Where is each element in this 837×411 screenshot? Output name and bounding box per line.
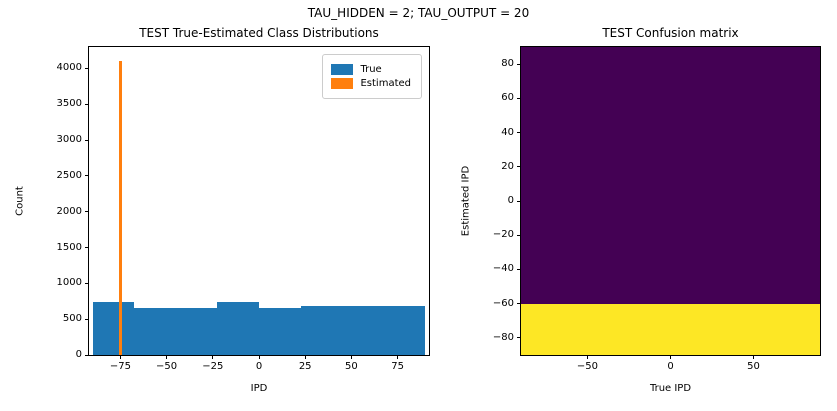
true-histogram-bar [175,308,218,355]
y-tick-label: −20 [492,229,514,241]
y-tick [517,337,521,339]
x-tick-label: 25 [298,361,312,372]
y-tick [85,282,89,284]
histogram-axes: True Estimated −75 −50 −25 0 25 50 75 0 500 1000 1… [57,46,430,372]
y-tick [517,234,521,236]
histogram-title: TEST True-Estimated Class Distributions [139,26,379,40]
x-tick-label: 50 [747,361,760,372]
legend-entry-true: True [331,64,411,75]
y-tick [517,97,521,99]
x-tick [166,355,168,359]
y-tick [85,175,89,177]
heatmap-band-high [521,303,820,355]
estimated-histogram-bar [118,61,122,355]
confusion-matrix-title: TEST Confusion matrix [602,26,739,40]
y-tick [517,132,521,134]
histogram-xlabel: IPD [250,383,268,394]
true-histogram-bar [259,308,301,355]
figure-suptitle: TAU_HIDDEN = 2; TAU_OUTPUT = 20 [307,6,530,20]
y-tick [85,354,89,356]
y-tick [517,200,521,202]
x-tick-label: 0 [667,361,674,372]
true-histogram-bar [383,305,426,355]
y-tick-label: 3000 [56,134,82,146]
x-tick [350,355,352,359]
legend: True Estimated [322,54,422,99]
x-tick-label: 0 [255,361,263,372]
y-tick [85,318,89,320]
true-histogram-bar [92,302,135,355]
y-tick-label: 80 [501,58,514,70]
y-tick [517,303,521,305]
y-tick [85,139,89,141]
x-tick [119,355,121,359]
x-tick-label: −75 [109,361,131,372]
y-tick-label: 2500 [56,169,82,181]
legend-label-estimated: Estimated [360,78,411,89]
confusion-matrix-axes: −50 0 50 −80 −60 −40 −20 0 20 40 60 80 [493,46,821,372]
true-histogram-bar [134,308,176,355]
true-histogram-bar [217,302,259,355]
y-tick-label: 2000 [56,205,82,217]
y-tick [85,247,89,249]
x-tick-label: 75 [391,361,404,372]
y-tick-label: 1500 [56,241,82,253]
true-color-swatch [331,64,354,75]
legend-label-true: True [360,64,382,75]
true-histogram-bar [342,305,384,355]
y-tick [517,268,521,270]
x-tick [397,355,399,359]
y-tick-label: 500 [62,313,82,325]
legend-entry-estimated: Estimated [331,78,411,89]
y-tick-label: −80 [492,331,514,343]
y-tick-label: 40 [501,126,514,138]
x-tick [212,355,214,359]
heatmap-band-low [521,47,820,304]
y-tick-label: 0 [75,349,82,360]
y-tick [85,103,89,105]
x-tick [586,355,588,359]
x-tick-label: −25 [202,361,224,372]
histogram-ylabel: Count [14,186,26,216]
x-tick [753,355,755,359]
x-tick-label: −50 [156,361,178,372]
y-tick-label: 0 [507,195,514,206]
confusion-matrix-ylabel: Estimated IPD [460,165,472,237]
estimated-color-swatch [331,78,354,89]
true-histogram-bar [300,305,343,355]
x-tick [670,355,671,359]
y-tick [517,63,521,65]
x-tick [258,355,260,359]
x-tick-label: −50 [576,361,598,372]
y-tick [85,67,89,69]
y-tick-label: 3500 [56,98,82,110]
y-tick-label: 20 [501,160,514,172]
x-tick [304,355,306,359]
y-tick-label: −60 [492,297,514,309]
confusion-matrix-xlabel: True IPD [649,383,692,394]
y-tick-label: 1000 [56,277,82,289]
x-tick-label: 50 [345,361,358,372]
y-tick-label: 60 [501,92,514,104]
y-tick-label: 4000 [56,62,82,74]
y-tick [517,166,521,168]
y-tick [85,211,89,213]
y-tick-label: −40 [492,263,514,275]
